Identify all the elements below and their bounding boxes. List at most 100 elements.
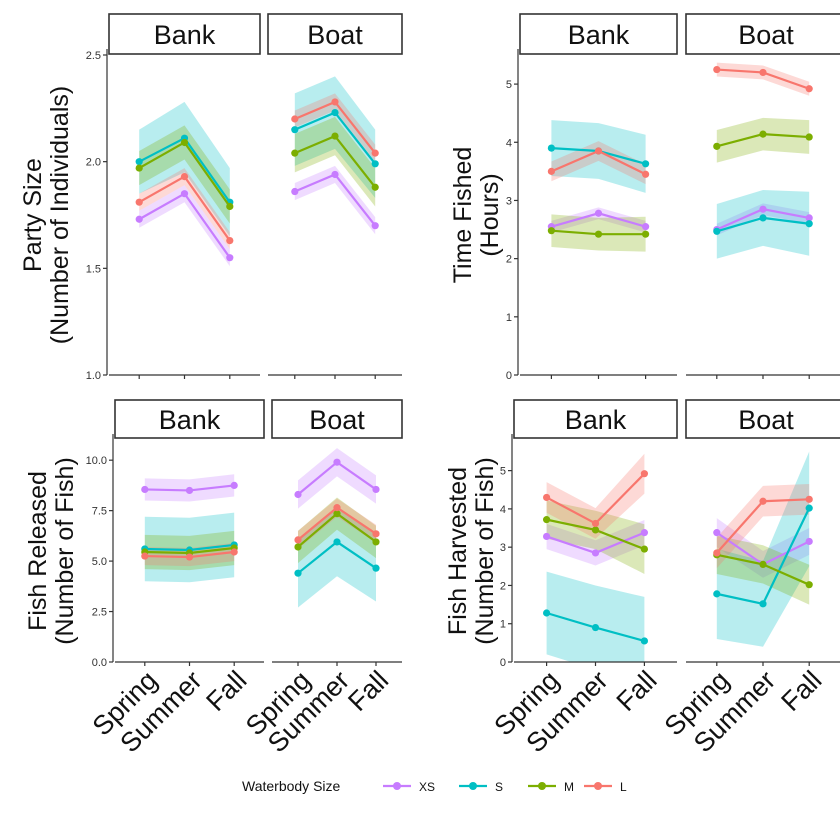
- data-point-l: [185, 553, 194, 561]
- y-tick-label: 5.0: [92, 556, 107, 568]
- y-axis-label-line: Fish Harvested: [444, 467, 472, 635]
- facet-strip-label: Bank: [568, 20, 630, 50]
- facet-strip: [513, 399, 678, 439]
- data-point-s: [805, 220, 813, 228]
- y-tick-label: 10.0: [86, 455, 107, 467]
- data-point-xs: [591, 549, 600, 557]
- data-point-xs: [331, 170, 339, 179]
- ribbon-l: [551, 141, 646, 185]
- facet-strip: [271, 399, 403, 439]
- data-point-l: [805, 85, 813, 93]
- ribbon-s: [298, 507, 376, 608]
- facet-plot-area: [291, 76, 379, 235]
- y-axis-label-line: Time Fished: [449, 147, 477, 284]
- data-point-s: [135, 158, 143, 166]
- data-point-l: [371, 149, 379, 157]
- y-tick-label: 5: [506, 79, 512, 91]
- y-tick-label: 1: [500, 619, 506, 631]
- data-point-m: [333, 510, 341, 518]
- facet-plot-area: [294, 448, 380, 608]
- legend-key-point: [393, 782, 401, 790]
- facet-plot-area: [547, 120, 650, 252]
- y-axis-label-line: (Hours): [476, 173, 504, 256]
- data-point-m: [759, 130, 767, 138]
- data-point-s: [759, 600, 767, 608]
- facet-plot-area: [141, 474, 238, 583]
- y-tick-label: 1.0: [86, 370, 101, 382]
- data-point-m: [291, 149, 299, 157]
- y-axis-label-line: Party Size: [19, 158, 47, 272]
- x-tick-label: Fall: [200, 665, 252, 717]
- data-point-s: [591, 623, 600, 632]
- data-point-m: [226, 202, 234, 211]
- data-point-m: [135, 164, 143, 172]
- legend-label: M: [564, 780, 574, 794]
- facet-boat: Boat: [685, 13, 840, 379]
- x-tick-label: Fall: [775, 665, 827, 717]
- facet-plot-area: [713, 62, 813, 259]
- data-point-xs: [805, 537, 813, 546]
- ribbon-m: [716, 535, 810, 605]
- facet-boat: Boat: [267, 13, 403, 379]
- facet-plot-area: [543, 453, 649, 662]
- ribbon-s: [546, 571, 645, 662]
- legend-key-point: [594, 782, 602, 790]
- y-tick-label: 7.5: [92, 506, 107, 518]
- y-tick-label: 0: [500, 657, 506, 669]
- ribbon-s: [716, 189, 810, 259]
- data-point-m: [759, 560, 767, 568]
- y-tick-label: 1: [506, 312, 512, 324]
- data-point-s: [713, 590, 721, 598]
- data-point-xs: [333, 458, 341, 466]
- panel-2: 0 1 2 3 4 5 Time Fished(Hours) Bank Boat: [449, 13, 840, 382]
- ribbon-l: [546, 453, 645, 539]
- y-tick-label: 4: [506, 137, 512, 149]
- y-axis-label: Time Fished(Hours): [449, 147, 504, 284]
- data-point-s: [642, 160, 650, 168]
- data-point-m: [805, 581, 813, 589]
- data-point-s: [291, 126, 299, 134]
- y-axis-label-line: Fish Released: [24, 471, 52, 631]
- data-point-l: [642, 170, 650, 178]
- data-point-l: [180, 173, 189, 181]
- y-tick-label: 0: [506, 370, 512, 382]
- data-point-xs: [226, 254, 234, 262]
- y-tick-label: 2: [500, 580, 506, 592]
- facet-bank: Bank: [108, 13, 261, 379]
- data-point-s: [543, 609, 551, 617]
- x-tick-label: Fall: [342, 665, 394, 717]
- y-axis-label: Fish Harvested(Number of Fish): [444, 457, 499, 645]
- data-point-l: [543, 493, 551, 502]
- legend-item-l: L: [584, 780, 627, 794]
- facet-strip: [519, 13, 678, 55]
- data-point-s: [372, 564, 380, 572]
- ribbon-m: [294, 116, 376, 207]
- data-point-xs: [759, 205, 767, 213]
- facet-bank: Bank: [519, 13, 678, 379]
- x-tick-label: Fall: [611, 665, 663, 717]
- facet-plot-area: [713, 451, 813, 647]
- y-tick-label: 2: [506, 254, 512, 266]
- data-point-l: [547, 167, 556, 175]
- ribbon-l: [716, 62, 810, 96]
- facet-strip-label: Bank: [159, 405, 221, 435]
- legend-key-point: [469, 782, 477, 790]
- y-axis-label: Party Size(Number of Individuals): [19, 86, 74, 344]
- data-point-xs: [180, 190, 189, 198]
- data-point-xs: [230, 481, 238, 490]
- legend-title: Waterbody Size: [242, 778, 341, 794]
- y-tick-label: 2.5: [86, 50, 101, 62]
- data-point-l: [591, 519, 600, 528]
- data-point-s: [547, 144, 556, 152]
- data-point-m: [294, 543, 302, 551]
- data-point-s: [371, 160, 379, 168]
- data-point-l: [713, 549, 721, 557]
- data-point-xs: [291, 187, 299, 196]
- ribbon-xs: [716, 518, 810, 578]
- data-point-l: [135, 198, 143, 206]
- ribbon-m: [298, 497, 376, 564]
- data-point-l: [331, 98, 339, 106]
- y-tick-label: 4: [500, 504, 506, 516]
